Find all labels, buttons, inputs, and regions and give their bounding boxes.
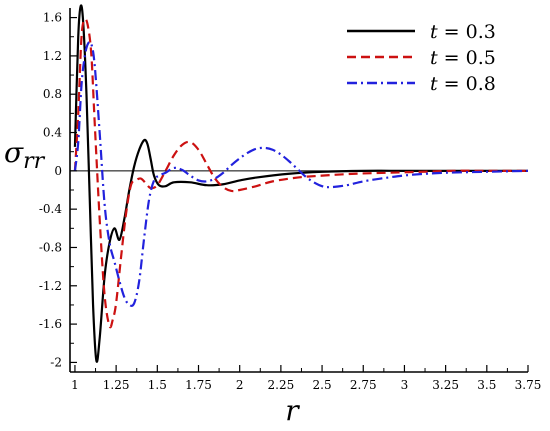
y-tick-label: 0.8 [43,87,62,101]
series-line-2 [73,40,529,307]
x-tick-label: 1.25 [103,378,130,392]
legend-var-t08: t [430,73,438,95]
series-line-1 [73,18,528,329]
legend-value-t03: = 0.3 [438,21,496,43]
x-tick-label: 1 [71,378,79,392]
legend-var-t03: t [430,21,438,43]
y-axis-symbol: σ [4,136,24,169]
y-tick-label: -0.8 [39,240,62,254]
legend-label-t05: t = 0.5 [430,47,496,69]
x-tick-label: 2.5 [313,378,332,392]
legend-value-t05: = 0.5 [438,47,496,69]
y-tick-label: -1.2 [39,279,62,293]
legend: t = 0.3 t = 0.5 t = 0.8 [347,21,496,95]
y-axis-title: σrr [4,136,46,174]
y-tick-label: -1.6 [39,317,62,331]
legend-var-t05: t [430,47,438,69]
y-tick-label: 1.2 [43,49,62,63]
y-tick-label: -0.4 [39,202,63,216]
x-tick-label: 1.75 [185,378,212,392]
y-axis-subscript: rr [23,149,46,174]
x-tick-label: 3.75 [515,378,542,392]
x-tick-label: 3.25 [432,378,459,392]
y-tick-label: 1.6 [43,11,62,25]
y-tick-label: -2 [50,355,62,369]
x-tick-label: 1.5 [148,378,167,392]
x-tick-label: 2 [236,378,244,392]
x-axis-title: r [285,394,300,427]
y-tick-label: 0.4 [43,126,62,140]
x-tick-label: 2.25 [268,378,295,392]
legend-label-t08: t = 0.8 [430,73,496,95]
legend-label-t03: t = 0.3 [430,21,496,43]
x-tick-label: 2.75 [350,378,377,392]
legend-value-t08: = 0.8 [438,73,496,95]
series-line-0 [73,4,528,363]
y-tick-label: 0 [54,164,62,178]
x-tick-label: 3.5 [477,378,496,392]
x-tick-label: 3 [401,378,409,392]
